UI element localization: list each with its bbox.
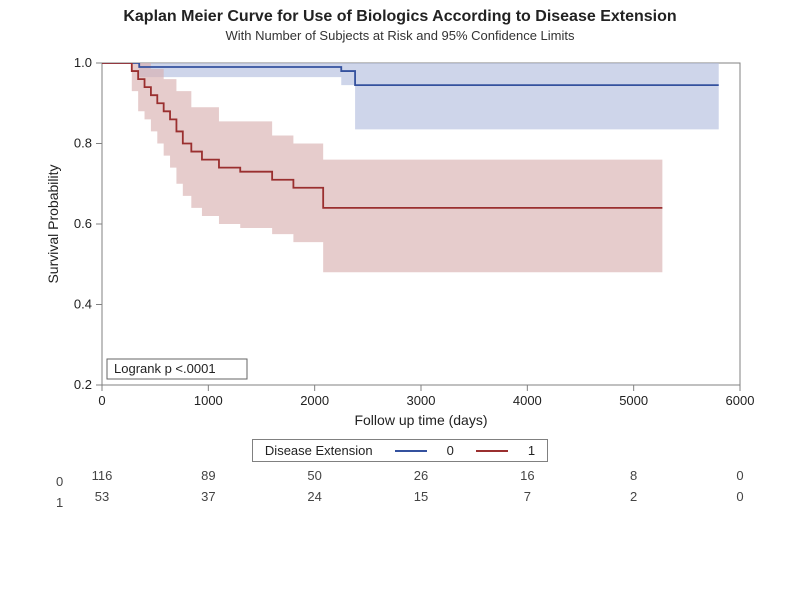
x-tick-label: 6000 — [726, 393, 755, 408]
logrank-text: Logrank p <.0001 — [114, 361, 216, 376]
risk-row-0: 01168950261680 — [40, 468, 760, 489]
figure-container: Kaplan Meier Curve for Use of Biologics … — [0, 0, 800, 604]
x-tick-label: 0 — [98, 393, 105, 408]
x-axis-label: Follow up time (days) — [354, 412, 487, 428]
risk-cell: 26 — [414, 468, 428, 483]
x-tick-label: 5000 — [619, 393, 648, 408]
y-tick-label: 1.0 — [74, 55, 92, 70]
x-tick-label: 3000 — [407, 393, 436, 408]
chart-title: Kaplan Meier Curve for Use of Biologics … — [24, 8, 776, 26]
risk-cell: 7 — [524, 489, 531, 504]
risk-cell: 24 — [307, 489, 321, 504]
risk-cell: 15 — [414, 489, 428, 504]
x-tick-label: 1000 — [194, 393, 223, 408]
risk-cell: 16 — [520, 468, 534, 483]
risk-cell: 0 — [736, 489, 743, 504]
risk-cell: 53 — [95, 489, 109, 504]
y-tick-label: 0.2 — [74, 377, 92, 392]
legend-title: Disease Extension — [265, 443, 373, 458]
legend-swatch-0 — [395, 450, 427, 452]
risk-cell: 89 — [201, 468, 215, 483]
chart-area: 0 1000 2000 3000 4000 5000 6000 0.2 0.4 0.6 0.8 1.0… — [40, 53, 760, 433]
legend: Disease Extension 0 1 — [24, 439, 776, 462]
risk-cell: 0 — [736, 468, 743, 483]
risk-cell: 50 — [307, 468, 321, 483]
risk-cell: 37 — [201, 489, 215, 504]
x-tick-label: 2000 — [300, 393, 329, 408]
risk-row-1: 153372415720 — [40, 489, 760, 510]
legend-label-0: 0 — [447, 443, 454, 458]
legend-label-1: 1 — [528, 443, 535, 458]
legend-swatch-1 — [476, 450, 508, 452]
risk-table: 01168950261680153372415720 — [40, 468, 760, 510]
y-tick-label: 0.8 — [74, 136, 92, 151]
y-tick-label: 0.4 — [74, 297, 92, 312]
chart-subtitle: With Number of Subjects at Risk and 95% … — [24, 28, 776, 43]
risk-cell: 2 — [630, 489, 637, 504]
y-axis-label: Survival Probability — [45, 164, 61, 283]
km-chart-svg: 0 1000 2000 3000 4000 5000 6000 0.2 0.4 0.6 0.8 1.0… — [40, 53, 760, 433]
y-tick-label: 0.6 — [74, 216, 92, 231]
risk-cell: 8 — [630, 468, 637, 483]
legend-box: Disease Extension 0 1 — [252, 439, 548, 462]
x-tick-label: 4000 — [513, 393, 542, 408]
risk-cell: 116 — [92, 468, 113, 483]
